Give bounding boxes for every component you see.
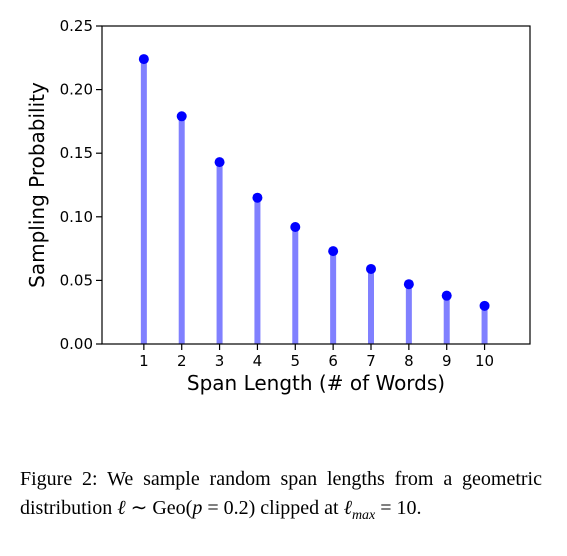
x-tick-label: 3 (215, 352, 225, 370)
plot-frame (101, 25, 531, 345)
x-tick-label: 7 (366, 352, 376, 370)
stem-marker (214, 157, 225, 168)
x-tick-label: 1 (139, 352, 149, 370)
stem-chart: 0.00 0.05 0.10 0.15 0.20 0.25 1 2 3 4 5 6 7 8 9 10 Spa… (25, 17, 531, 395)
x-tick-label: 2 (177, 352, 187, 370)
figure-caption: Figure 2: We sample random span lengths … (20, 465, 542, 530)
stem-marker (138, 54, 149, 65)
y-tick-label: 0.00 (60, 335, 93, 353)
x-tick-label: 9 (442, 352, 452, 370)
caption-end: = 10. (375, 497, 422, 519)
x-tick-label: 4 (253, 352, 263, 370)
stem-lines (140, 59, 488, 344)
caption-ell: ℓ (117, 497, 126, 519)
y-axis-ticks: 0.00 0.05 0.10 0.15 0.20 0.25 (60, 17, 102, 353)
stem-markers (138, 54, 490, 311)
stem-marker (290, 221, 301, 232)
stem-marker (403, 279, 414, 290)
y-tick-label: 0.20 (60, 81, 93, 99)
y-axis-label: Sampling Probability (25, 82, 49, 288)
stem-marker (366, 263, 376, 274)
y-tick-label: 0.25 (60, 17, 93, 35)
caption-eq: = 0.2) (202, 497, 256, 519)
caption-sim: ∼ (125, 497, 153, 519)
stem-marker (252, 192, 263, 203)
x-tick-label: 8 (404, 352, 414, 370)
caption-ell-max: ℓ (343, 497, 352, 519)
stem-marker (479, 300, 490, 311)
x-tick-label: 6 (328, 352, 338, 370)
caption-middle: clipped at (255, 497, 344, 519)
stem-marker (441, 290, 452, 301)
x-tick-label: 10 (475, 352, 494, 370)
x-axis-label: Span Length (# of Words) (187, 371, 445, 395)
y-tick-label: 0.05 (60, 271, 93, 289)
caption-text: Figure 2: We sample random span lengths … (20, 468, 542, 519)
x-axis-ticks: 1 2 3 4 5 6 7 8 9 10 (139, 344, 494, 370)
x-tick-label: 5 (291, 352, 301, 370)
caption-geo: Geo( (152, 497, 193, 519)
caption-p: p (192, 497, 203, 519)
y-tick-label: 0.10 (60, 208, 93, 226)
stem-marker (176, 111, 187, 122)
y-tick-label: 0.15 (60, 144, 93, 162)
caption-max-sub: max (351, 508, 376, 523)
stem-marker (328, 246, 339, 257)
